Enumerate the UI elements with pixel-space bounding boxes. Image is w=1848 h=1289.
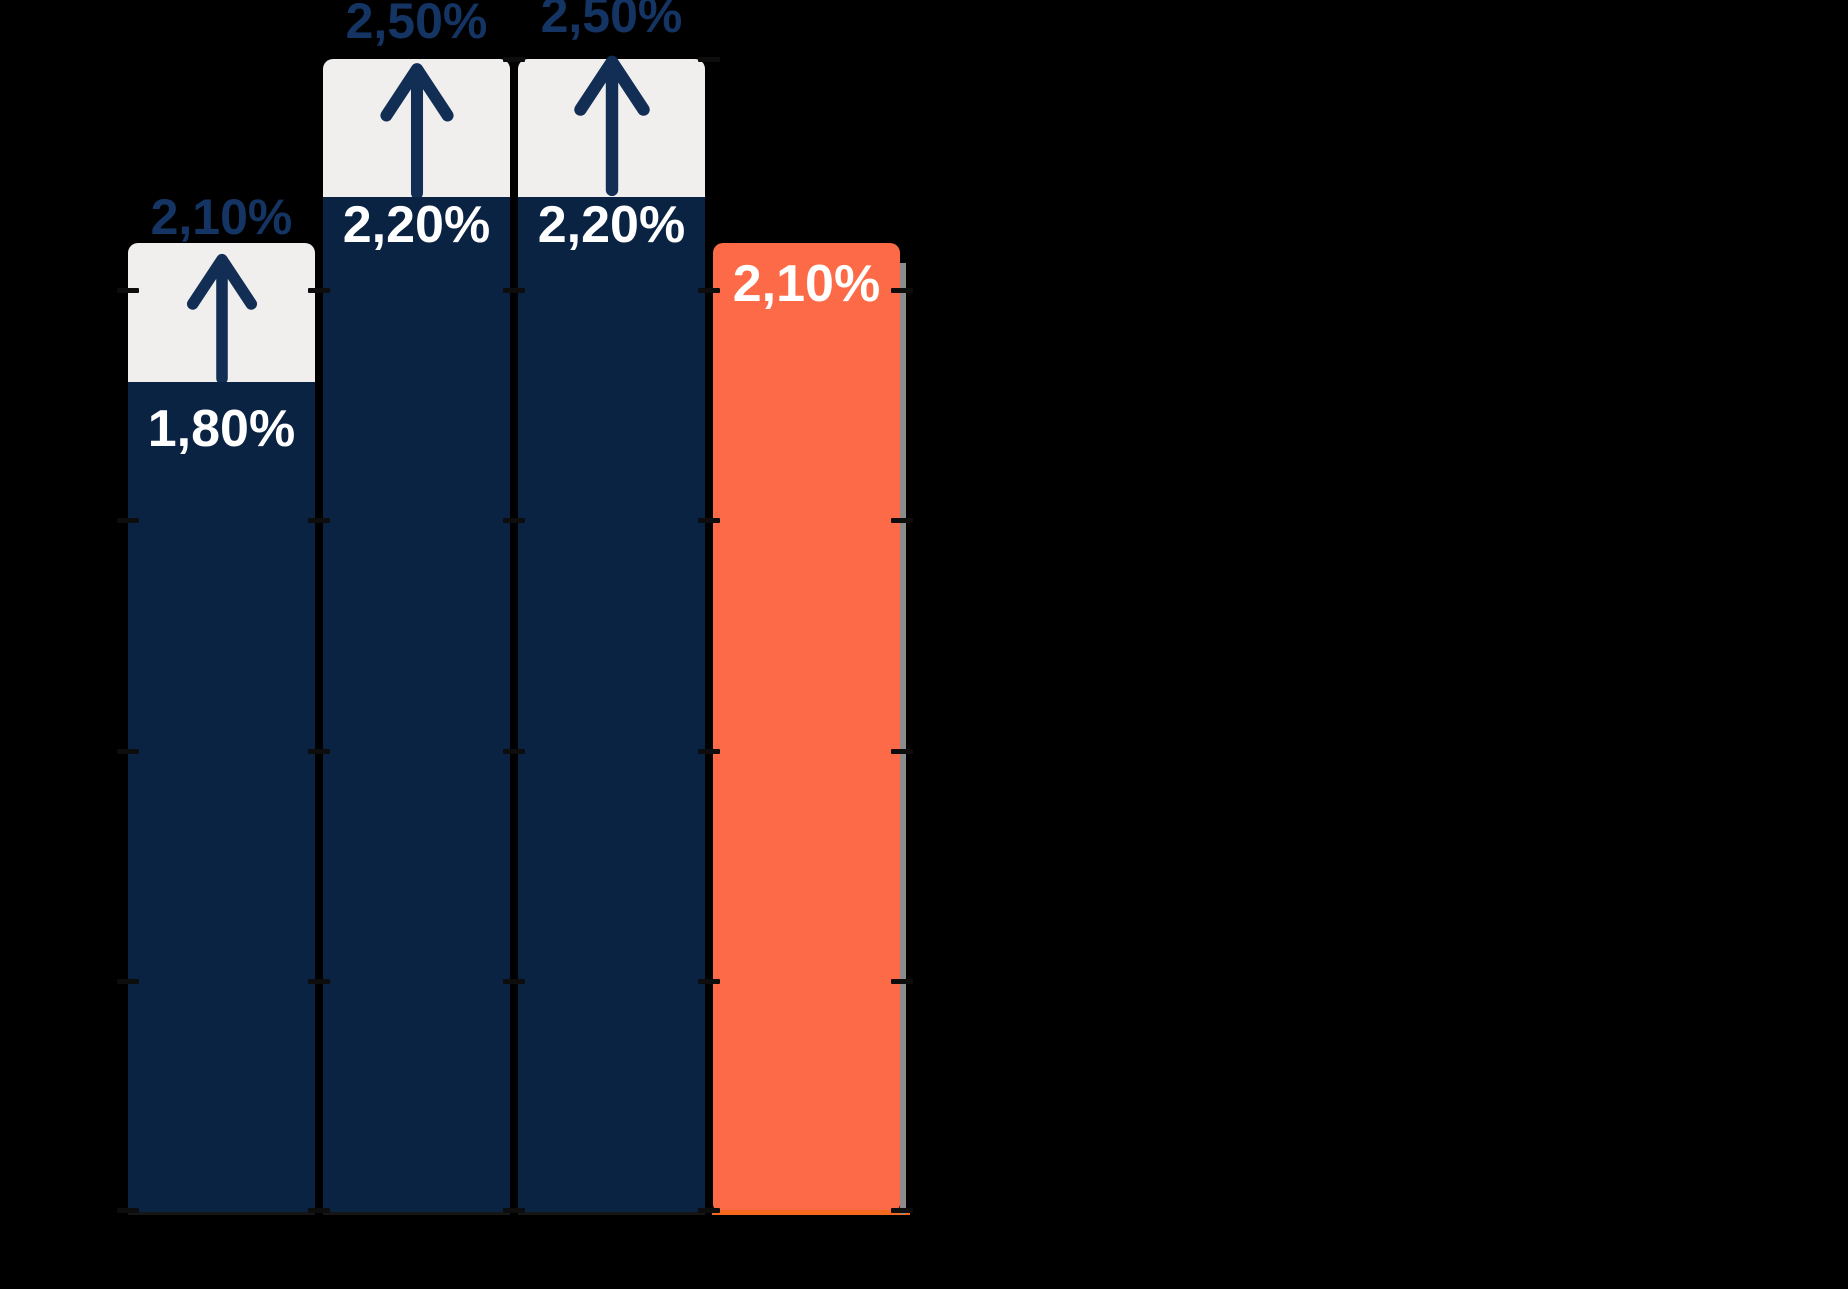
bar-2-projection-cap	[323, 59, 510, 197]
gridline-tick	[891, 1208, 913, 1213]
gridline-tick	[891, 979, 913, 984]
gridline-tick	[503, 288, 525, 293]
bar-3-projection-cap	[518, 55, 705, 197]
gridline-tick	[117, 749, 139, 754]
gridline-tick	[308, 288, 330, 293]
gridline-tick	[698, 1208, 720, 1213]
gridline-tick	[891, 749, 913, 754]
up-arrow-icon	[573, 55, 650, 197]
gridline-tick	[117, 979, 139, 984]
bar-4-orange-bar	[712, 243, 910, 1215]
bar-1-projection-cap	[128, 243, 315, 382]
bar-1-value-label: 1,80%	[147, 400, 296, 458]
gridline-tick	[698, 288, 720, 293]
bar-1-base-segment	[128, 382, 315, 1212]
bar-1-target-label: 2,10%	[150, 189, 293, 245]
gridline-tick	[308, 749, 330, 754]
gridline-tick	[698, 979, 720, 984]
gridline-tick	[308, 1208, 330, 1213]
up-arrow-icon	[379, 63, 454, 197]
gridline-tick	[308, 518, 330, 523]
gridline-tick	[698, 518, 720, 523]
gridline-tick	[308, 979, 330, 984]
gridline-tick	[503, 979, 525, 984]
gridline-tick	[503, 57, 525, 62]
bar-3-base-segment	[518, 197, 705, 1212]
bar-3-target-label: 2,50%	[540, 0, 683, 43]
gridline-tick	[698, 57, 720, 62]
gridline-tick	[503, 518, 525, 523]
bar-2-value-label: 2,20%	[342, 196, 491, 254]
gridline-tick	[117, 1208, 139, 1213]
up-arrow-icon	[186, 253, 257, 382]
bar-2-target-label: 2,50%	[345, 0, 488, 49]
gridline-tick	[503, 1208, 525, 1213]
gridline-tick	[891, 288, 913, 293]
gridline-tick	[503, 749, 525, 754]
gridline-tick	[698, 749, 720, 754]
gridline-tick	[891, 518, 913, 523]
gridline-tick	[117, 518, 139, 523]
bar-4-value-label: 2,10%	[732, 255, 881, 313]
bar-2-base-segment	[323, 197, 510, 1212]
gridline-tick	[117, 288, 139, 293]
bar-3-value-label: 2,20%	[537, 196, 686, 254]
